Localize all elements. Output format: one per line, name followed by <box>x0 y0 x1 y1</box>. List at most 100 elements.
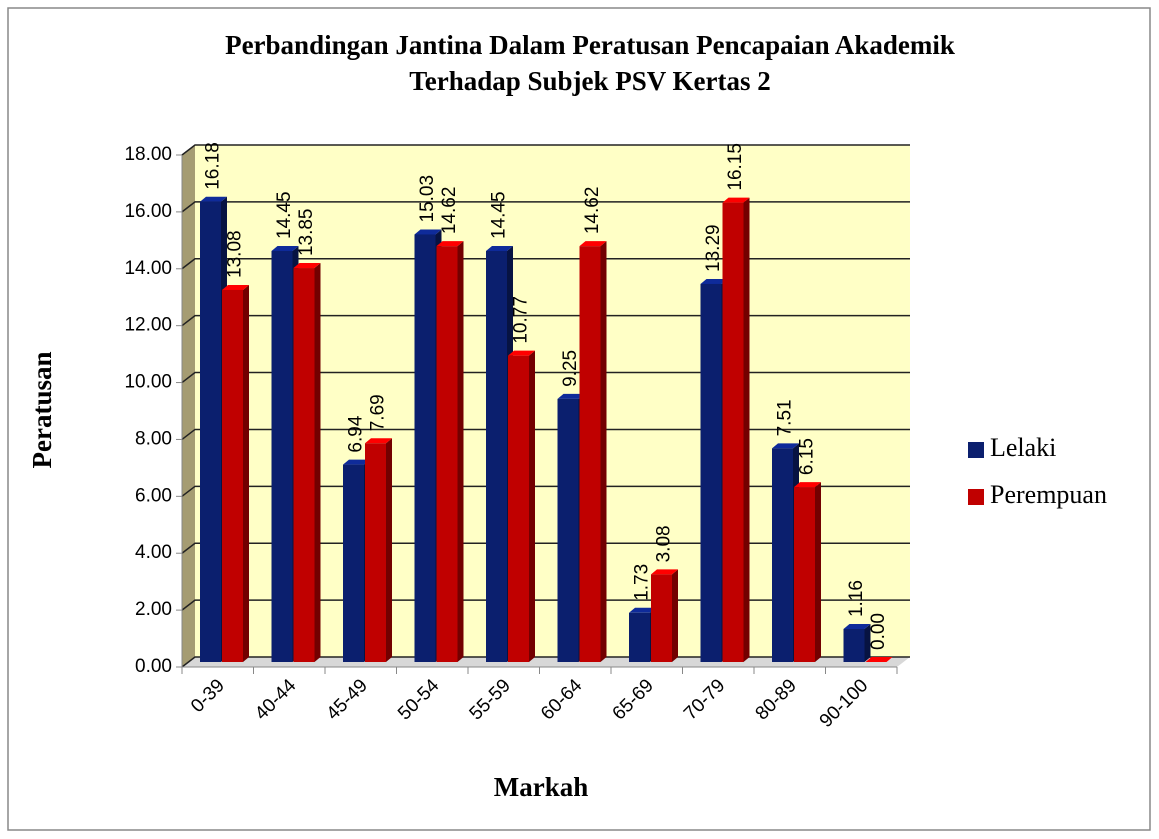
legend-swatch <box>968 489 984 505</box>
bar-top <box>700 278 728 284</box>
bar-3d <box>293 263 321 662</box>
data-label: 6.15 <box>797 438 818 475</box>
data-label: 14.62 <box>439 187 460 235</box>
bar-side <box>864 624 871 662</box>
bar-side <box>314 263 321 662</box>
bar-side <box>243 284 249 662</box>
bar-side <box>386 438 392 662</box>
data-label: 9.25 <box>560 350 581 387</box>
bar-top <box>222 284 249 290</box>
bar-top <box>629 607 656 613</box>
bar <box>843 629 865 662</box>
data-label: 7.69 <box>368 394 389 431</box>
data-label: 14.62 <box>582 187 603 235</box>
bar <box>557 398 579 662</box>
bar-3d <box>651 569 678 662</box>
y-tick-label: 16.00 <box>124 201 172 222</box>
bar-side <box>743 197 750 662</box>
data-label: 16.18 <box>203 142 224 190</box>
bar <box>700 283 722 662</box>
bar-3d <box>222 284 249 662</box>
grid-line <box>181 485 910 497</box>
bar-top <box>557 393 585 399</box>
grid-line <box>181 542 910 554</box>
data-label: 1.16 <box>846 580 867 617</box>
side-wall <box>182 145 195 667</box>
chart-title: Terhadap Subjek PSV Kertas 2 <box>409 66 771 96</box>
bar <box>722 202 744 662</box>
y-tick-label: 6.00 <box>135 485 172 506</box>
data-label: 13.85 <box>296 208 317 256</box>
y-tick-label: 14.00 <box>124 258 172 279</box>
y-tick-label: 18.00 <box>124 144 172 165</box>
data-label: 15.03 <box>417 175 438 223</box>
bar <box>651 574 672 662</box>
legend-label: Perempuan <box>990 480 1107 509</box>
bar-top <box>722 197 750 203</box>
grid-line <box>181 428 910 441</box>
bar-top <box>365 438 392 444</box>
bar-3d <box>843 624 871 662</box>
y-tick-label: 4.00 <box>135 542 172 563</box>
bar-top <box>794 482 821 488</box>
bar-side <box>672 569 678 662</box>
data-label: 3.08 <box>654 525 675 562</box>
legend-label: Lelaki <box>990 433 1056 462</box>
bar-top <box>293 263 321 269</box>
bar-side <box>815 482 821 662</box>
bar-3d <box>722 197 750 662</box>
data-label: 13.29 <box>703 224 724 272</box>
bar-3d <box>508 350 535 662</box>
y-tick-label: 2.00 <box>135 599 172 620</box>
data-label: 16.15 <box>725 143 746 191</box>
bar <box>365 443 386 662</box>
bar-top <box>486 245 513 251</box>
bar-3d <box>794 482 821 662</box>
data-label: 0.00 <box>868 613 889 650</box>
bar-side <box>457 241 464 663</box>
y-tick-label: 10.00 <box>124 372 172 393</box>
y-axis-title: Peratusan <box>27 352 57 469</box>
bar-top <box>508 350 535 356</box>
bar-top <box>579 241 607 247</box>
bar <box>794 487 815 662</box>
grid-line <box>181 144 910 156</box>
data-label: 14.45 <box>489 191 510 239</box>
bar-top <box>343 459 370 465</box>
grid-line <box>181 371 910 384</box>
bar <box>508 355 529 662</box>
bar <box>772 448 793 662</box>
bar-side <box>600 241 607 663</box>
y-tick-label: 12.00 <box>124 315 172 336</box>
grid-line <box>181 314 910 327</box>
bar <box>200 201 221 662</box>
data-label: 1.73 <box>632 564 653 601</box>
bar <box>486 250 507 662</box>
data-label: 6.94 <box>346 415 367 452</box>
bar-top <box>651 569 678 575</box>
bar <box>271 250 293 662</box>
x-axis-title: Markah <box>494 772 589 802</box>
grid-line <box>181 201 910 213</box>
bar-3d <box>865 657 893 662</box>
y-tick-label: 0.00 <box>135 656 172 677</box>
data-label: 14.45 <box>274 191 295 239</box>
bar-side <box>529 350 535 662</box>
y-tick-label: 8.00 <box>135 428 172 449</box>
bar-top <box>200 196 227 202</box>
data-label: 10.77 <box>511 296 532 344</box>
bar-3d <box>365 438 392 662</box>
bar-top <box>865 657 893 662</box>
bar-3d <box>436 241 464 663</box>
bar-top <box>436 241 464 247</box>
bar <box>293 268 315 662</box>
chart-title: Perbandingan Jantina Dalam Peratusan Pen… <box>225 30 955 60</box>
bar <box>579 246 601 663</box>
bar <box>414 234 436 663</box>
bar-top <box>414 229 442 235</box>
legend-swatch <box>968 442 984 458</box>
grid-line <box>181 258 910 270</box>
bar-top <box>271 245 299 251</box>
